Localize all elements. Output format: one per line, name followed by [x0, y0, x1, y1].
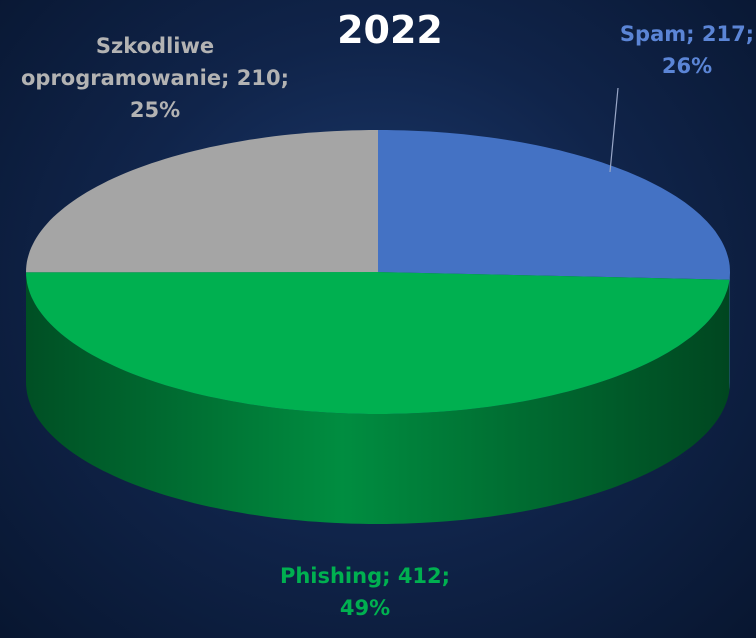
pie-side	[26, 272, 730, 524]
data-label: Phishing; 412; 49%	[279, 564, 451, 620]
pie-slice	[26, 130, 378, 273]
data-label: Spam; 217; 26%	[619, 22, 755, 78]
pie-slice	[378, 130, 730, 280]
leader-line	[609, 87, 619, 173]
chart-title: 2022	[337, 8, 443, 52]
data-label: Szkodliwe oprogramowanie; 210; 25%	[20, 34, 290, 122]
pie-slice	[26, 272, 730, 414]
pie-side	[729, 272, 730, 390]
